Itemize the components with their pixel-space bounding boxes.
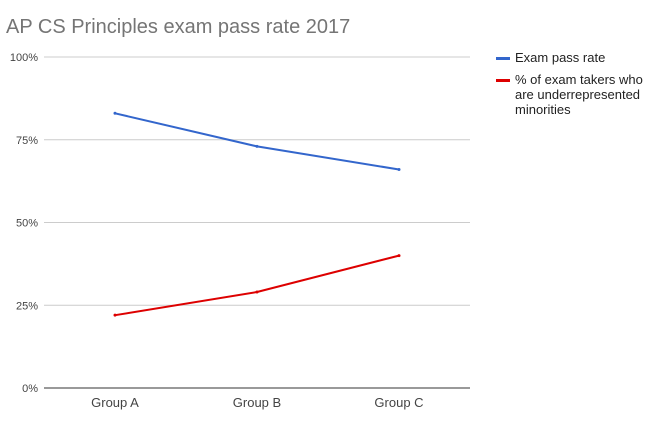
series-2-point <box>255 290 259 294</box>
y-tick-label: 75% <box>16 135 38 147</box>
series-line-1 <box>114 112 400 171</box>
chart-title: AP CS Principles exam pass rate 2017 <box>6 16 350 38</box>
gridlines <box>44 56 470 389</box>
series-1-point <box>255 144 259 148</box>
x-axis-ticks: Group A Group B Group C <box>91 395 423 410</box>
series-2-point <box>397 254 401 258</box>
y-axis-ticks: 0% 25% 50% 75% 100% <box>10 52 38 395</box>
y-tick-label: 0% <box>22 383 38 395</box>
legend-label: Exam pass rate <box>515 50 605 65</box>
legend-label: minorities <box>515 102 571 117</box>
series-1-point <box>397 168 401 172</box>
legend-item-1: Exam pass rate <box>496 50 605 65</box>
y-tick-label: 50% <box>16 218 38 230</box>
legend-swatch <box>496 57 510 60</box>
y-tick-label: 25% <box>16 300 38 312</box>
legend-label: % of exam takers who <box>515 72 643 87</box>
legend-label: are underrepresented <box>515 87 640 102</box>
x-tick-label: Group A <box>91 395 139 410</box>
x-tick-label: Group B <box>233 395 281 410</box>
y-tick-label: 100% <box>10 52 38 64</box>
series-1-point <box>113 111 117 115</box>
series-lines <box>113 111 401 317</box>
series-line-2 <box>114 254 400 317</box>
legend-swatch <box>496 79 510 82</box>
series-2-point <box>113 313 117 317</box>
x-tick-label: Group C <box>374 395 423 410</box>
